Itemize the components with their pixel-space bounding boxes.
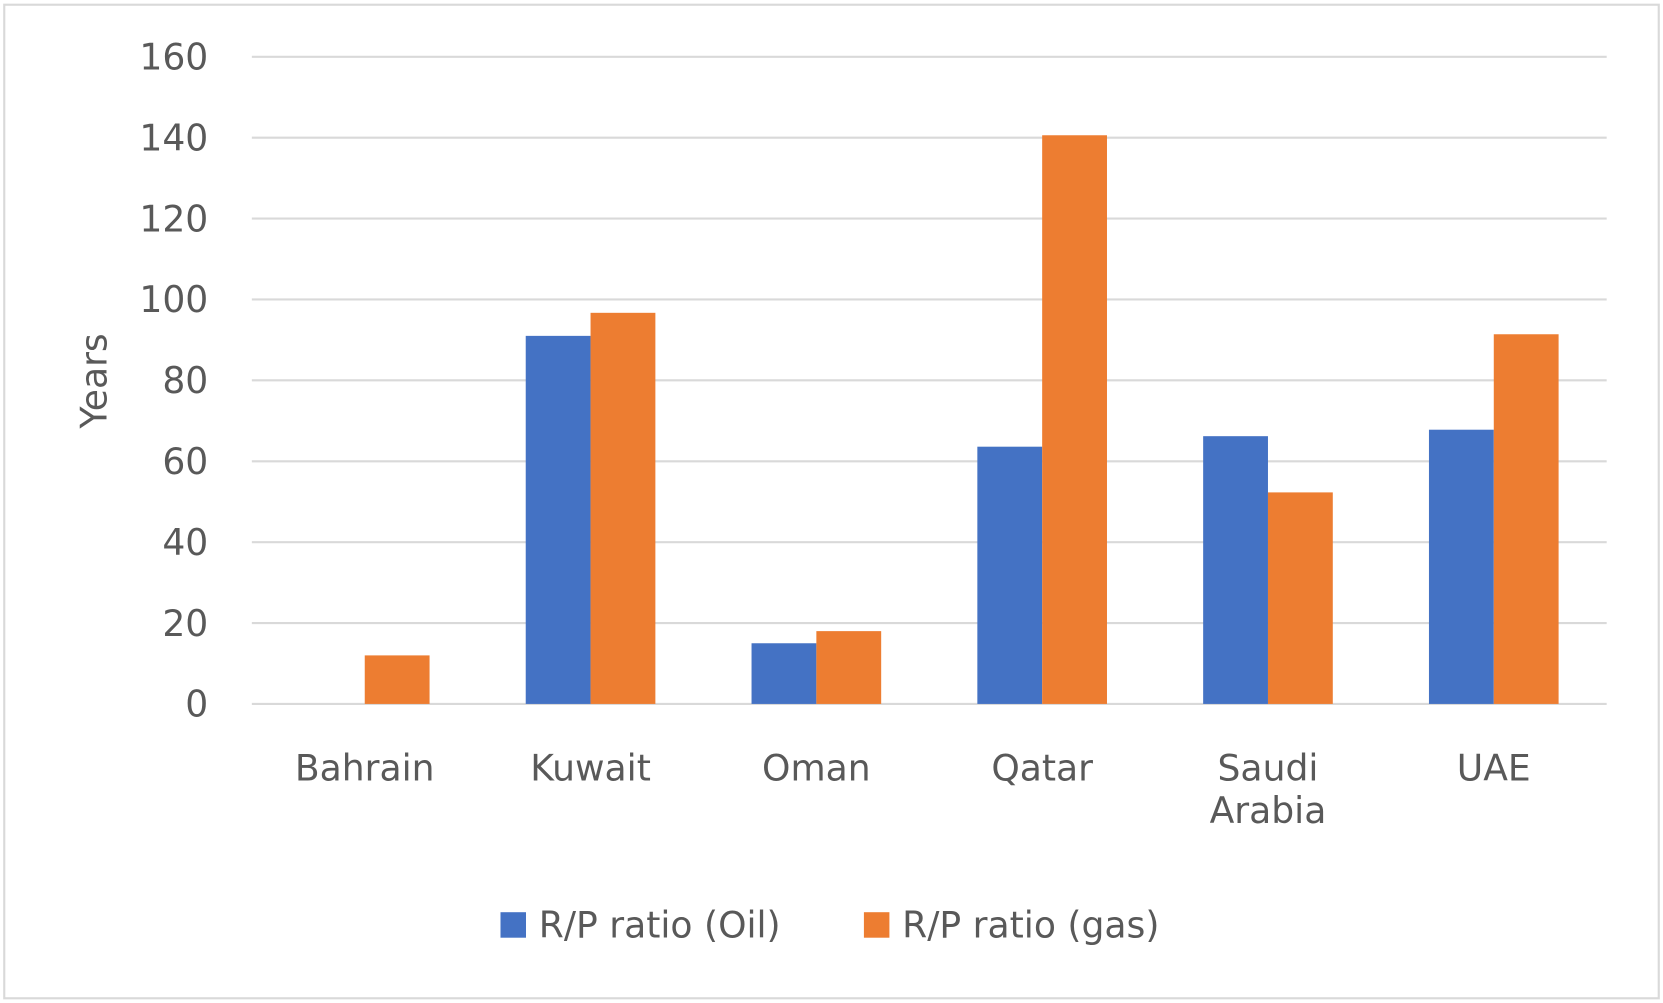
x-tick-label: UAE bbox=[1457, 746, 1531, 789]
y-tick-label: 100 bbox=[139, 278, 208, 321]
y-tick-label: 140 bbox=[139, 116, 208, 159]
chart-border bbox=[3, 3, 1660, 1000]
y-tick-label: 80 bbox=[162, 359, 208, 402]
legend-swatch bbox=[500, 912, 526, 938]
y-tick-label: 120 bbox=[139, 197, 208, 240]
bar-gas bbox=[1267, 492, 1333, 704]
x-tick-label: Qatar bbox=[991, 746, 1093, 789]
bar-gas bbox=[1042, 135, 1107, 704]
y-axis-label: Years bbox=[72, 333, 115, 429]
y-tick-label: 40 bbox=[162, 521, 208, 564]
y-tick-label: 160 bbox=[139, 36, 208, 79]
legend-swatch bbox=[863, 912, 890, 938]
bar-oil bbox=[1203, 436, 1268, 704]
x-tick-label: Kuwait bbox=[530, 746, 651, 789]
bar-oil bbox=[977, 446, 1043, 704]
bar-oil bbox=[751, 643, 817, 704]
bar-gas bbox=[590, 312, 656, 704]
y-tick-label: 0 bbox=[185, 683, 208, 726]
bar-oil bbox=[1428, 429, 1494, 704]
legend-label: R/P ratio (gas) bbox=[902, 904, 1159, 947]
bar-oil bbox=[525, 335, 591, 704]
y-tick-label: 60 bbox=[162, 440, 208, 483]
x-tick-label: Oman bbox=[762, 746, 871, 789]
y-tick-label: 20 bbox=[162, 602, 208, 645]
bar-gas bbox=[816, 631, 882, 704]
bar-gas bbox=[1493, 334, 1559, 704]
x-tick-label: Bahrain bbox=[295, 746, 435, 789]
legend-label: R/P ratio (Oil) bbox=[539, 904, 781, 947]
bar-gas bbox=[364, 655, 430, 704]
x-tick-label: Saudi Arabia bbox=[1210, 746, 1327, 832]
